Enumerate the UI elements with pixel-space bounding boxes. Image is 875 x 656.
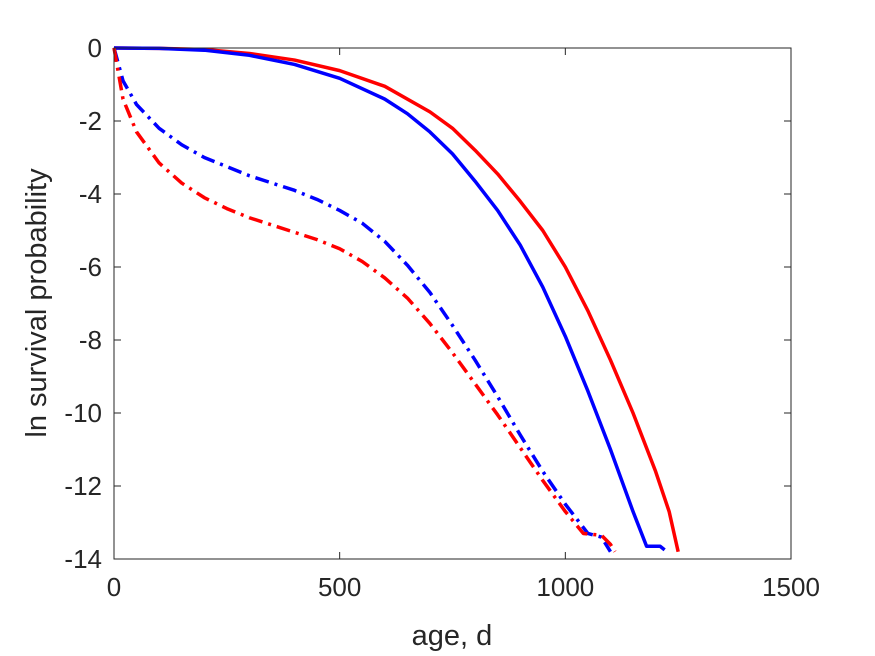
y-tick-label: 0	[88, 33, 102, 63]
y-tick-label: -4	[79, 179, 102, 209]
series-line-1	[113, 46, 680, 553]
y-tick-label: -14	[64, 544, 102, 574]
y-tick-label: -8	[79, 325, 102, 355]
y-axis-label: ln survival probability	[21, 168, 53, 438]
x-tick-label: 0	[107, 572, 121, 602]
series-layer	[112, 46, 680, 553]
series-line-3	[112, 47, 612, 553]
y-tick-label: -12	[64, 471, 102, 501]
y-tick-label: -10	[64, 398, 102, 428]
series-line-2	[113, 46, 666, 552]
x-tick-label: 1000	[536, 572, 594, 602]
y-tick-label: -6	[79, 252, 102, 282]
y-tick-label: -2	[79, 106, 102, 136]
x-axis-label: age, d	[412, 620, 493, 652]
x-tick-label: 1500	[762, 572, 820, 602]
series-line-4	[112, 47, 617, 553]
x-tick-label: 500	[318, 572, 361, 602]
axes-box	[113, 47, 792, 560]
tick-layer: 0 500 1000 1500 0 -2 -4 -6 -8 -10 -12 -14	[64, 33, 820, 602]
plot-area	[114, 48, 791, 559]
